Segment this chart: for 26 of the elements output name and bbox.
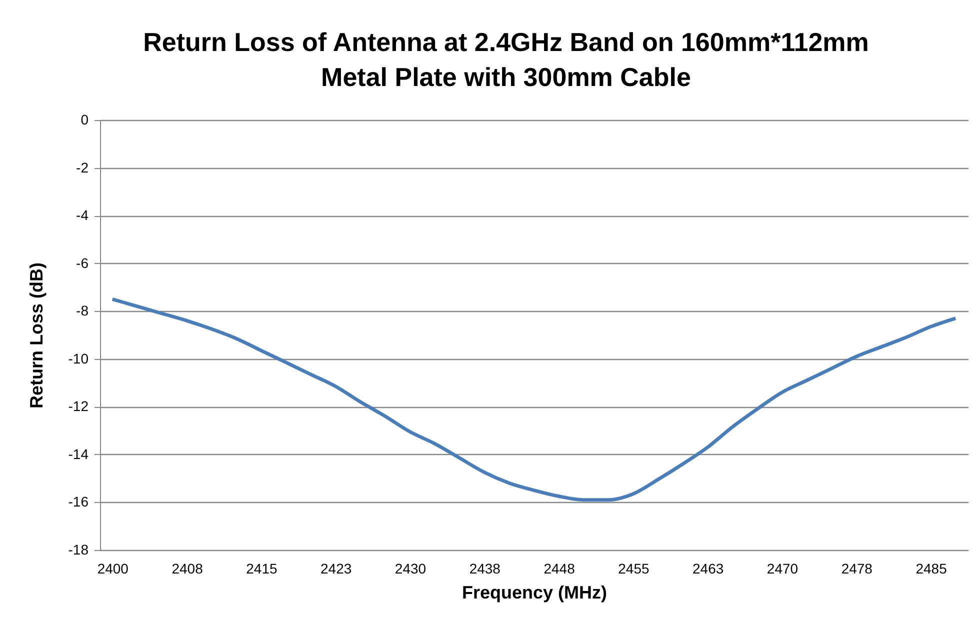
y-tick-label: -2 <box>76 159 89 176</box>
line-series <box>110 297 958 502</box>
x-tick-label: 2400 <box>97 560 129 576</box>
y-tick-label: -16 <box>68 494 89 510</box>
x-tick-label: 2478 <box>841 560 873 576</box>
x-tick-label: 2448 <box>544 560 576 576</box>
x-axis-title: Frequency (MHz) <box>462 582 608 602</box>
y-axis-title: Return Loss (dB) <box>26 262 46 408</box>
x-tick-label: 2430 <box>394 560 426 576</box>
x-tick-label: 2485 <box>916 560 948 576</box>
y-tick-label: 0 <box>80 112 89 128</box>
x-tick-label: 2455 <box>618 560 650 576</box>
y-tick-label: -14 <box>68 446 89 462</box>
x-tick-label: 2470 <box>766 560 798 576</box>
x-tick-label: 2415 <box>246 560 278 576</box>
y-tick-label: -6 <box>76 254 89 271</box>
x-tick-label: 2438 <box>469 560 501 576</box>
y-tick-label: -18 <box>68 542 89 558</box>
x-tick-label: 2463 <box>692 560 724 576</box>
y-tick-label: -12 <box>68 398 89 414</box>
y-tick-label: -10 <box>68 350 89 366</box>
chart-title: Return Loss of Antenna at 2.4GHz Band on 160mm*112mm Metal Plate with 300mm Cable <box>143 27 869 92</box>
x-tick-label: 2408 <box>172 560 204 576</box>
x-tick-label: 2423 <box>320 560 352 576</box>
y-tick-label: -4 <box>76 207 89 224</box>
y-tick-label: -8 <box>76 302 89 319</box>
